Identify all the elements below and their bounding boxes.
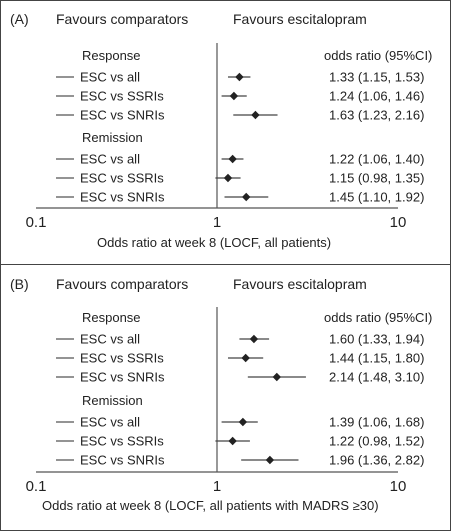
row-label: ESC vs all xyxy=(80,70,140,85)
or-value: 1.63 (1.23, 2.16) xyxy=(329,108,424,123)
panel-b: (B) Favours comparators Favours escitalo… xyxy=(10,276,432,513)
or-header: odds ratio (95%CI) xyxy=(324,48,432,63)
tick-label: 1 xyxy=(213,478,221,495)
row-label: ESC vs SSRIs xyxy=(80,434,164,449)
tick-label: 1 xyxy=(213,214,221,231)
or-value: 1.24 (1.06, 1.46) xyxy=(329,89,424,104)
group-title-response: Response xyxy=(82,48,141,63)
row-label: ESC vs SSRIs xyxy=(80,351,164,366)
or-value: 2.14 (1.48, 3.10) xyxy=(329,370,424,385)
or-value: 1.44 (1.15, 1.80) xyxy=(329,351,424,366)
point-estimate xyxy=(241,353,250,363)
or-value: 1.45 (1.10, 1.92) xyxy=(329,190,424,205)
panel-a: (A) Favours comparators Favours escitalo… xyxy=(10,11,432,250)
tick-label: 10 xyxy=(390,214,407,231)
panel-label: (A) xyxy=(10,11,29,27)
or-value: 1.22 (0.98, 1.52) xyxy=(329,434,424,449)
point-estimate xyxy=(228,154,237,164)
row-label: ESC vs SNRIs xyxy=(80,453,165,468)
row-label: ESC vs all xyxy=(80,332,140,347)
or-header: odds ratio (95%CI) xyxy=(324,310,432,325)
point-estimate xyxy=(272,372,282,382)
point-estimate xyxy=(223,173,233,183)
point-estimate xyxy=(249,334,259,344)
group-title-remission: Remission xyxy=(82,393,143,408)
row-label: ESC vs SNRIs xyxy=(80,370,165,385)
point-estimate xyxy=(265,455,275,465)
right-header: Favours escitalopram xyxy=(233,276,367,292)
point-estimate xyxy=(251,110,260,120)
tick-label: 0.1 xyxy=(26,478,47,495)
row-label: ESC vs all xyxy=(80,415,140,430)
tick-label: 0.1 xyxy=(26,214,47,231)
point-estimate xyxy=(228,436,237,446)
or-value: 1.33 (1.15, 1.53) xyxy=(329,70,424,85)
or-value: 1.15 (0.98, 1.35) xyxy=(329,171,424,186)
left-header: Favours comparators xyxy=(56,11,188,27)
point-estimate xyxy=(229,91,239,101)
or-value: 1.39 (1.06, 1.68) xyxy=(329,415,424,430)
row-label: ESC vs SSRIs xyxy=(80,171,164,186)
or-value: 1.60 (1.33, 1.94) xyxy=(329,332,424,347)
right-header: Favours escitalopram xyxy=(233,11,367,27)
panel-b-marks: 0.1 1 10 ESC vs all 1.60 (1.33, 1.94) ESC vs … xyxy=(26,307,424,495)
row-label: ESC vs SNRIs xyxy=(80,190,165,205)
tick-label: 10 xyxy=(390,478,407,495)
point-estimate xyxy=(242,192,251,202)
panel-a-marks: 0.1 1 10 ESC vs all 1.33 (1.15, 1.53) ESC vs … xyxy=(26,43,424,231)
x-axis-label: Odds ratio at week 8 (LOCF, all patients… xyxy=(42,498,379,513)
row-label: ESC vs all xyxy=(80,152,140,167)
row-label: ESC vs SNRIs xyxy=(80,108,165,123)
row-label: ESC vs SSRIs xyxy=(80,89,164,104)
panel-label: (B) xyxy=(10,276,29,292)
left-header: Favours comparators xyxy=(56,276,188,292)
or-value: 1.22 (1.06, 1.40) xyxy=(329,152,424,167)
group-title-response: Response xyxy=(82,310,141,325)
point-estimate xyxy=(238,417,248,427)
or-value: 1.96 (1.36, 2.82) xyxy=(329,453,424,468)
x-axis-label: Odds ratio at week 8 (LOCF, all patients… xyxy=(97,235,331,250)
group-title-remission: Remission xyxy=(82,130,143,145)
point-estimate xyxy=(235,72,244,82)
